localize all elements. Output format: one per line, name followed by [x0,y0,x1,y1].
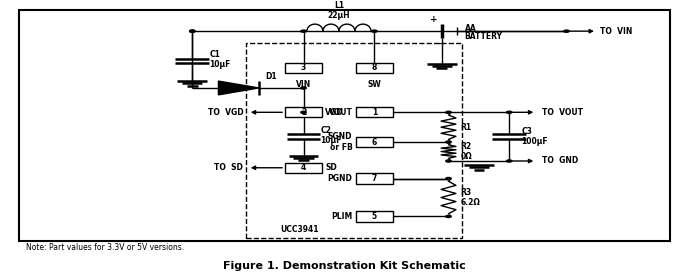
Text: -: - [437,39,441,49]
Circle shape [301,87,306,89]
Text: R1: R1 [461,123,472,132]
Text: TO  VGD: TO VGD [208,108,243,117]
Text: VGD: VGD [325,108,344,117]
Circle shape [506,111,512,113]
Text: 2: 2 [301,108,306,117]
Text: AA: AA [464,24,476,33]
Text: R2
0Ω: R2 0Ω [461,142,473,161]
Text: UCC3941: UCC3941 [280,225,319,234]
Text: 7: 7 [372,174,377,183]
Bar [19,9,669,241]
Circle shape [190,30,195,32]
Text: TO  VIN: TO VIN [600,27,632,36]
Text: 4: 4 [301,163,306,172]
Circle shape [446,215,451,217]
Text: +: + [430,15,438,23]
Text: VOUT: VOUT [329,108,352,117]
Circle shape [563,30,569,32]
Text: 1: 1 [372,108,377,117]
Text: SGND
or FB: SGND or FB [328,132,352,152]
Text: PGND: PGND [327,174,352,183]
Circle shape [301,30,306,32]
Bar [246,43,462,238]
Bar [285,107,322,118]
Text: 6: 6 [372,137,377,147]
Text: C2
10μF: C2 10μF [321,126,342,145]
Text: D1: D1 [266,72,277,81]
Text: L1
22μH: L1 22μH [327,1,350,20]
Text: SW: SW [367,79,381,89]
Text: SD: SD [325,163,337,172]
Text: Figure 1. Demonstration Kit Schematic: Figure 1. Demonstration Kit Schematic [223,261,465,270]
Bar [356,173,393,184]
Circle shape [506,160,512,162]
Circle shape [372,30,377,32]
Bar [285,163,322,173]
Circle shape [446,141,451,143]
Text: TO  VOUT: TO VOUT [541,108,583,117]
Text: TO  GND: TO GND [541,156,578,166]
Text: TO  SD: TO SD [215,163,243,172]
Circle shape [446,177,451,180]
Text: Note: Part values for 3.3V or 5V versions.: Note: Part values for 3.3V or 5V version… [25,243,184,253]
Text: VIN: VIN [296,79,311,89]
Bar [356,211,393,222]
Bar [356,107,393,118]
Bar [285,63,322,73]
Text: BATTERY: BATTERY [464,31,503,41]
Circle shape [301,111,306,113]
Text: C3
100μF: C3 100μF [522,127,548,146]
Bar [356,137,393,147]
Bar [356,63,393,73]
Circle shape [190,30,195,32]
Text: 8: 8 [372,63,377,72]
Text: R3
6.2Ω: R3 6.2Ω [461,188,480,207]
Text: 3: 3 [301,63,306,72]
Text: C1
10μF: C1 10μF [209,50,230,69]
Text: PLIM: PLIM [331,212,352,221]
Circle shape [446,111,451,113]
Polygon shape [218,81,259,95]
Circle shape [446,160,451,162]
Text: 5: 5 [372,212,377,221]
